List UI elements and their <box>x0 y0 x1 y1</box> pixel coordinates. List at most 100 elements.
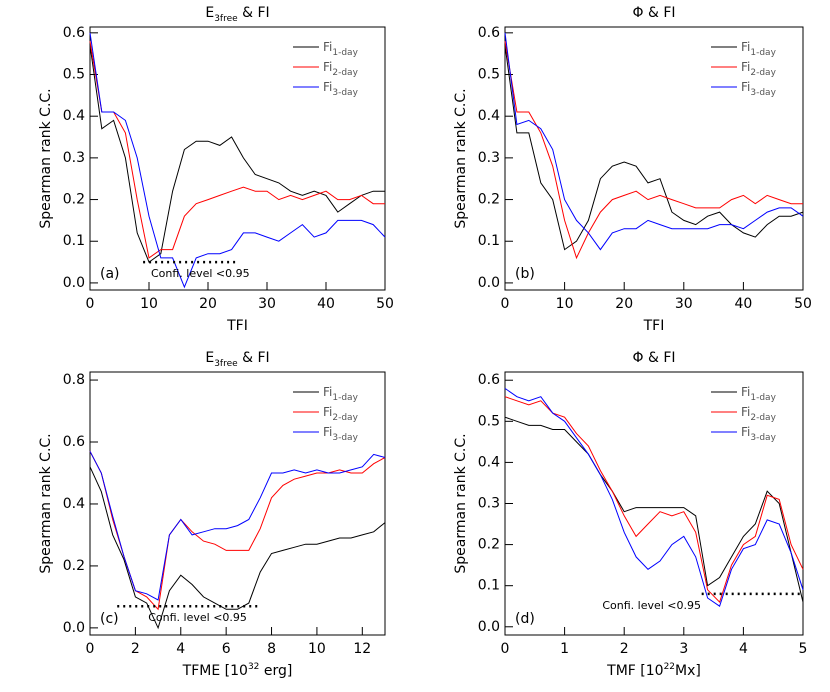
x-tick-label: 8 <box>267 641 276 657</box>
y-tick-label: 0.1 <box>63 233 85 249</box>
y-tick-label: 0.3 <box>63 150 85 166</box>
x-tick-label: 4 <box>176 641 185 657</box>
plot-frame <box>89 371 386 636</box>
legend-label: Fi2-day <box>323 60 359 78</box>
legend-label-part: Fi <box>741 40 750 54</box>
series-line <box>89 45 385 263</box>
x-tick-label: 2 <box>620 641 629 657</box>
legend-label: Fi3-day <box>741 80 777 98</box>
x-tick-label: 50 <box>376 296 394 312</box>
panel-label: (b) <box>515 266 535 282</box>
legend-label-part: Fi <box>741 80 750 94</box>
x-tick-label: 12 <box>353 641 371 657</box>
x-tick-label: 20 <box>199 296 217 312</box>
chart-title-part: Φ & FI <box>632 5 675 21</box>
x-tick-label: 0 <box>501 296 510 312</box>
threshold-label: Confi. level <0.95 <box>151 267 250 280</box>
chart-title-part: & FI <box>238 5 270 21</box>
legend-label-part: Fi <box>323 80 332 94</box>
threshold-label: Confi. level <0.95 <box>148 611 247 624</box>
x-tick-label: 50 <box>794 296 812 312</box>
legend-label-part: 2-day <box>332 413 358 423</box>
y-tick-label: 0.6 <box>478 25 500 41</box>
x-tick-label: 3 <box>679 641 688 657</box>
x-axis-label-part: TFI <box>643 318 665 334</box>
panel-label: (c) <box>100 611 119 627</box>
y-tick-label: 0.5 <box>63 67 85 83</box>
x-axis-label: TFME [1032 erg] <box>182 662 293 680</box>
chart-title-part: Φ & FI <box>632 350 675 366</box>
y-tick-label: 0.3 <box>478 150 500 166</box>
x-axis-label-part: 22 <box>664 662 675 672</box>
legend-label-part: Fi <box>741 405 750 419</box>
chart-title-part: & FI <box>238 350 270 366</box>
y-tick-label: 0.8 <box>63 372 85 388</box>
y-tick-label: 0.2 <box>478 192 500 208</box>
y-tick-label: 0.3 <box>478 496 500 512</box>
x-axis-label-part: TFI <box>226 318 248 334</box>
x-tick-label: 20 <box>615 296 633 312</box>
legend-label-part: 1-day <box>332 48 358 58</box>
x-tick-label: 40 <box>734 296 752 312</box>
x-tick-label: 10 <box>140 296 158 312</box>
plot-frame <box>89 26 386 291</box>
legend-label-part: 1-day <box>750 393 776 403</box>
x-tick-label: 6 <box>222 641 231 657</box>
x-tick-label: 0 <box>86 296 95 312</box>
legend-label: Fi1-day <box>323 40 359 58</box>
legend-label: Fi2-day <box>741 405 777 423</box>
y-tick-label: 0.6 <box>63 25 85 41</box>
legend-label: Fi2-day <box>323 405 359 423</box>
series-line <box>89 41 385 259</box>
x-tick-label: 30 <box>675 296 693 312</box>
x-tick-label: 10 <box>556 296 574 312</box>
y-tick-label: 0.1 <box>478 233 500 249</box>
x-tick-label: 30 <box>258 296 276 312</box>
x-axis-label-part: erg] <box>259 663 292 679</box>
y-tick-label: 0.2 <box>478 537 500 553</box>
y-tick-label: 0.2 <box>63 192 85 208</box>
legend-label-part: 3-day <box>750 433 776 443</box>
legend-label: Fi2-day <box>741 60 777 78</box>
series-line <box>504 416 804 603</box>
y-tick-label: 0.5 <box>478 413 500 429</box>
legend-label: Fi3-day <box>323 425 359 443</box>
legend-label-part: 2-day <box>332 68 358 78</box>
y-axis-label: Spearman rank C.C. <box>453 433 469 573</box>
y-tick-label: 0.5 <box>478 67 500 83</box>
series-line <box>504 387 804 607</box>
legend-label-part: 1-day <box>750 48 776 58</box>
legend-label: Fi1-day <box>741 385 777 403</box>
x-axis-label: TFI <box>226 318 248 334</box>
chart-title-part: 3free <box>214 14 238 24</box>
y-tick-label: 0.4 <box>63 496 85 512</box>
y-tick-label: 0.0 <box>63 620 85 636</box>
legend-label-part: 2-day <box>750 413 776 423</box>
legend-label: Fi3-day <box>741 425 777 443</box>
y-tick-label: 0.4 <box>478 454 500 470</box>
x-tick-label: 1 <box>560 641 569 657</box>
series-line <box>504 45 804 251</box>
legend-label-part: Fi <box>323 60 332 74</box>
series-line <box>89 32 386 289</box>
plot-frame <box>504 371 804 636</box>
x-tick-label: 5 <box>799 641 808 657</box>
legend-label-part: 2-day <box>750 68 776 78</box>
legend-label-part: 3-day <box>332 433 358 443</box>
x-axis-label-part: 32 <box>248 662 259 672</box>
y-tick-label: 0.0 <box>478 275 500 291</box>
series-line <box>504 396 804 604</box>
legend-label-part: Fi <box>741 385 750 399</box>
legend-label-part: Fi <box>323 385 332 399</box>
y-tick-label: 0.0 <box>478 619 500 635</box>
y-tick-label: 0.1 <box>478 578 500 594</box>
x-tick-label: 0 <box>86 641 95 657</box>
panel-label: (d) <box>515 611 535 627</box>
plot-frame <box>504 26 804 291</box>
y-axis-label: Spearman rank C.C. <box>38 433 54 573</box>
legend-label-part: Fi <box>323 40 332 54</box>
y-tick-label: 0.2 <box>63 558 85 574</box>
legend-label-part: Fi <box>323 405 332 419</box>
